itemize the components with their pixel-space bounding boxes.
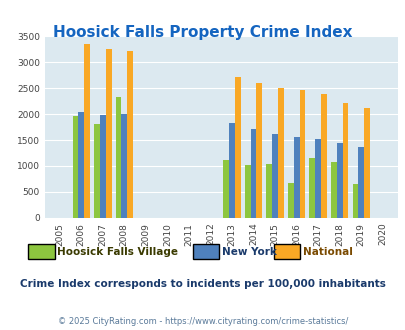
Bar	[315, 140, 320, 218]
Bar	[271, 134, 277, 218]
Bar	[250, 129, 256, 218]
Bar	[72, 116, 78, 218]
Bar	[228, 123, 234, 218]
Bar	[287, 182, 293, 218]
Bar	[299, 90, 305, 218]
Bar	[121, 114, 127, 218]
Bar	[115, 97, 121, 218]
Bar	[234, 77, 240, 218]
Bar	[94, 124, 100, 218]
Text: © 2025 CityRating.com - https://www.cityrating.com/crime-statistics/: © 2025 CityRating.com - https://www.city…	[58, 317, 347, 326]
Bar	[358, 147, 363, 218]
Bar	[293, 137, 299, 218]
Bar	[266, 164, 271, 218]
Bar	[127, 51, 133, 218]
Bar	[363, 108, 369, 218]
Text: New York: New York	[221, 247, 276, 257]
Bar	[78, 112, 84, 218]
Bar	[309, 158, 315, 218]
Bar	[352, 184, 358, 218]
Bar	[84, 44, 90, 218]
Bar	[256, 83, 262, 218]
Text: Hoosick Falls Property Crime Index: Hoosick Falls Property Crime Index	[53, 25, 352, 40]
Text: Crime Index corresponds to incidents per 100,000 inhabitants: Crime Index corresponds to incidents per…	[20, 279, 385, 289]
Bar	[330, 162, 336, 218]
Bar	[277, 88, 283, 218]
Text: National: National	[302, 247, 352, 257]
Bar	[244, 165, 250, 218]
Bar	[223, 160, 228, 218]
Bar	[100, 115, 105, 218]
Bar	[342, 103, 347, 218]
Bar	[336, 143, 342, 218]
Bar	[320, 94, 326, 218]
Text: Hoosick Falls Village: Hoosick Falls Village	[57, 247, 178, 257]
Bar	[105, 49, 111, 218]
